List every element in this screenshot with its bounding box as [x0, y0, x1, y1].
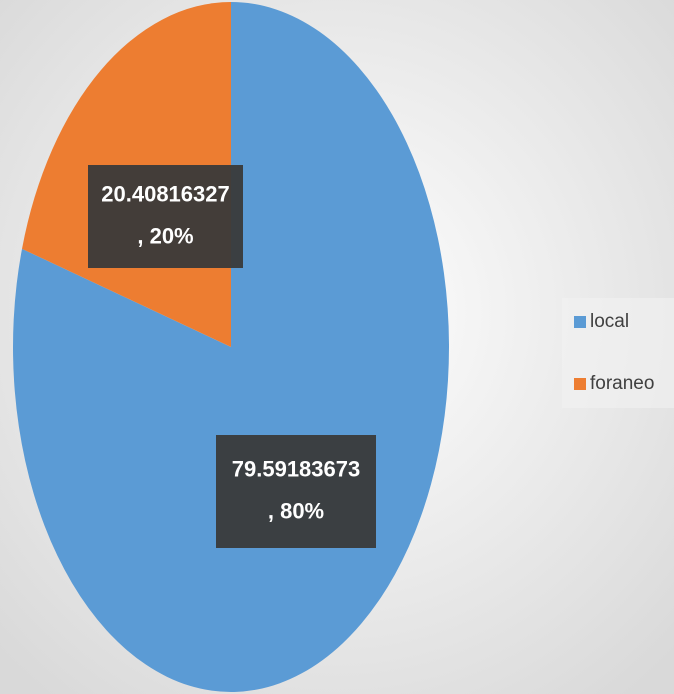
data-label: , 80% — [268, 498, 324, 523]
legend-swatch — [574, 316, 586, 328]
data-labels: 79.59183673 , 80% 20.40816327 , 20% — [88, 165, 376, 548]
legend-swatch — [574, 378, 586, 390]
legend-label: foraneo — [590, 373, 654, 394]
data-label: 20.40816327 — [101, 181, 229, 206]
pie — [13, 2, 449, 693]
data-label: , 20% — [137, 223, 193, 248]
legend-label: local — [590, 311, 629, 332]
data-label-box — [216, 435, 376, 548]
data-label-box — [88, 165, 243, 268]
data-label: 79.59183673 — [232, 456, 360, 481]
legend: local foraneo — [574, 311, 654, 394]
